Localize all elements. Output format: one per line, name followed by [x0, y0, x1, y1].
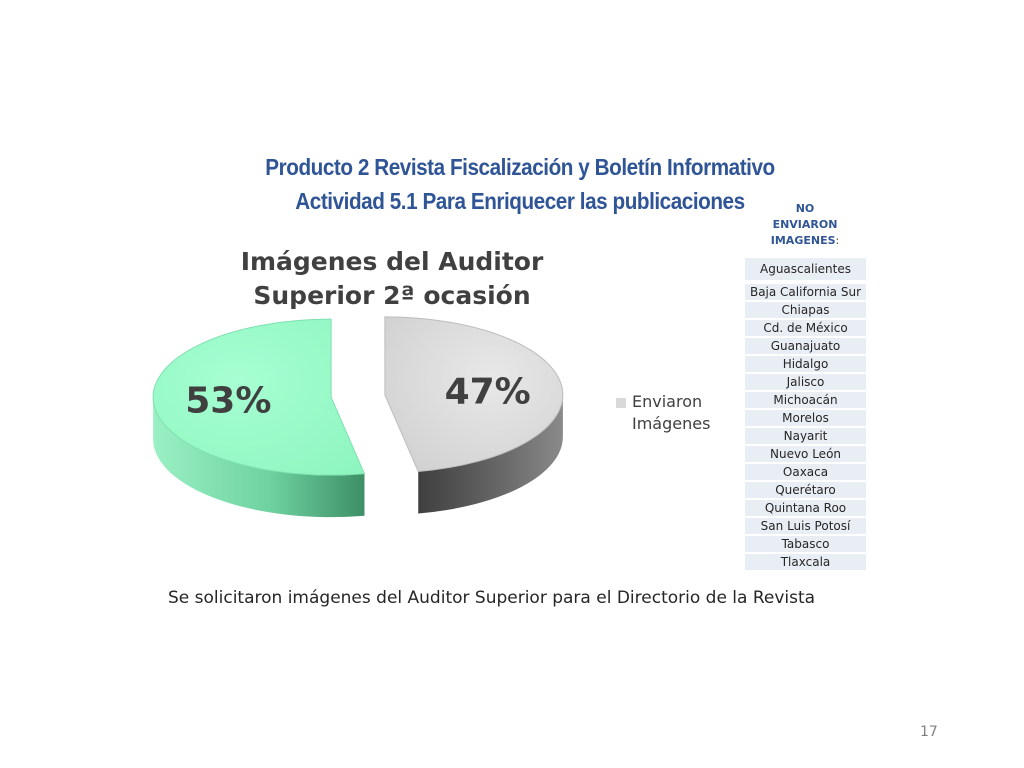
state-list-item: Morelos — [745, 410, 866, 428]
no-enviaron-header: NO ENVIARON IMAGENES: — [760, 201, 850, 249]
state-list-item: Guanajuato — [745, 338, 866, 356]
state-list-item: Chiapas — [745, 302, 866, 320]
pie-data-label-enviaron: 47% — [445, 372, 531, 413]
state-list-item: Cd. de México — [745, 320, 866, 338]
pie-slice-no-enviaron — [152, 318, 366, 518]
no-enviaron-state-list: Aguascalientes Baja California Sur Chiapas… — [745, 258, 866, 572]
pie-slice-wall — [153, 397, 365, 518]
page-subtitle: Actividad 5.1 Para Enriquecer las public… — [295, 188, 745, 214]
state-list-item: Tabasco — [745, 536, 866, 554]
state-list-item: Nuevo León — [745, 446, 866, 464]
pie-data-label-no-enviaron: 53% — [185, 380, 271, 421]
state-list-item: Oaxaca — [745, 464, 866, 482]
no-enviaron-header-line-3: IMAGENES: — [770, 234, 840, 247]
pie-slice-top — [152, 318, 366, 476]
state-list-item: Tlaxcala — [745, 554, 866, 572]
no-enviaron-header-line-2: ENVIARON — [772, 218, 838, 231]
pie-slice-wall — [418, 394, 563, 514]
page-title: Producto 2 Revista Fiscalización y Bolet… — [265, 154, 775, 180]
state-list-item: San Luis Potosí — [745, 518, 866, 536]
state-list-item: Aguascalientes — [745, 258, 866, 282]
no-enviaron-header-line-1: NO — [795, 202, 815, 215]
chart-title-line-1: Imágenes del Auditor — [240, 247, 544, 276]
legend-swatch-enviaron — [616, 398, 626, 408]
state-list-item: Hidalgo — [745, 356, 866, 374]
state-list-item: Nayarit — [745, 428, 866, 446]
state-list-item: Michoacán — [745, 392, 866, 410]
state-list-item: Querétaro — [745, 482, 866, 500]
page-number: 17 — [920, 724, 938, 740]
pie-slice-enviaron — [384, 316, 564, 514]
chart-legend: Enviaron Imágenes — [616, 391, 732, 435]
pie-slice-top — [384, 316, 564, 473]
legend-entry-enviaron: Enviaron Imágenes — [632, 392, 711, 433]
chart-title-line-2: Superior 2ª ocasión — [253, 281, 531, 310]
state-list-item: Baja California Sur — [745, 284, 866, 302]
state-list-item: Quintana Roo — [745, 500, 866, 518]
slide-caption: Se solicitaron imágenes del Auditor Supe… — [168, 588, 816, 608]
state-list-item: Jalisco — [745, 374, 866, 392]
